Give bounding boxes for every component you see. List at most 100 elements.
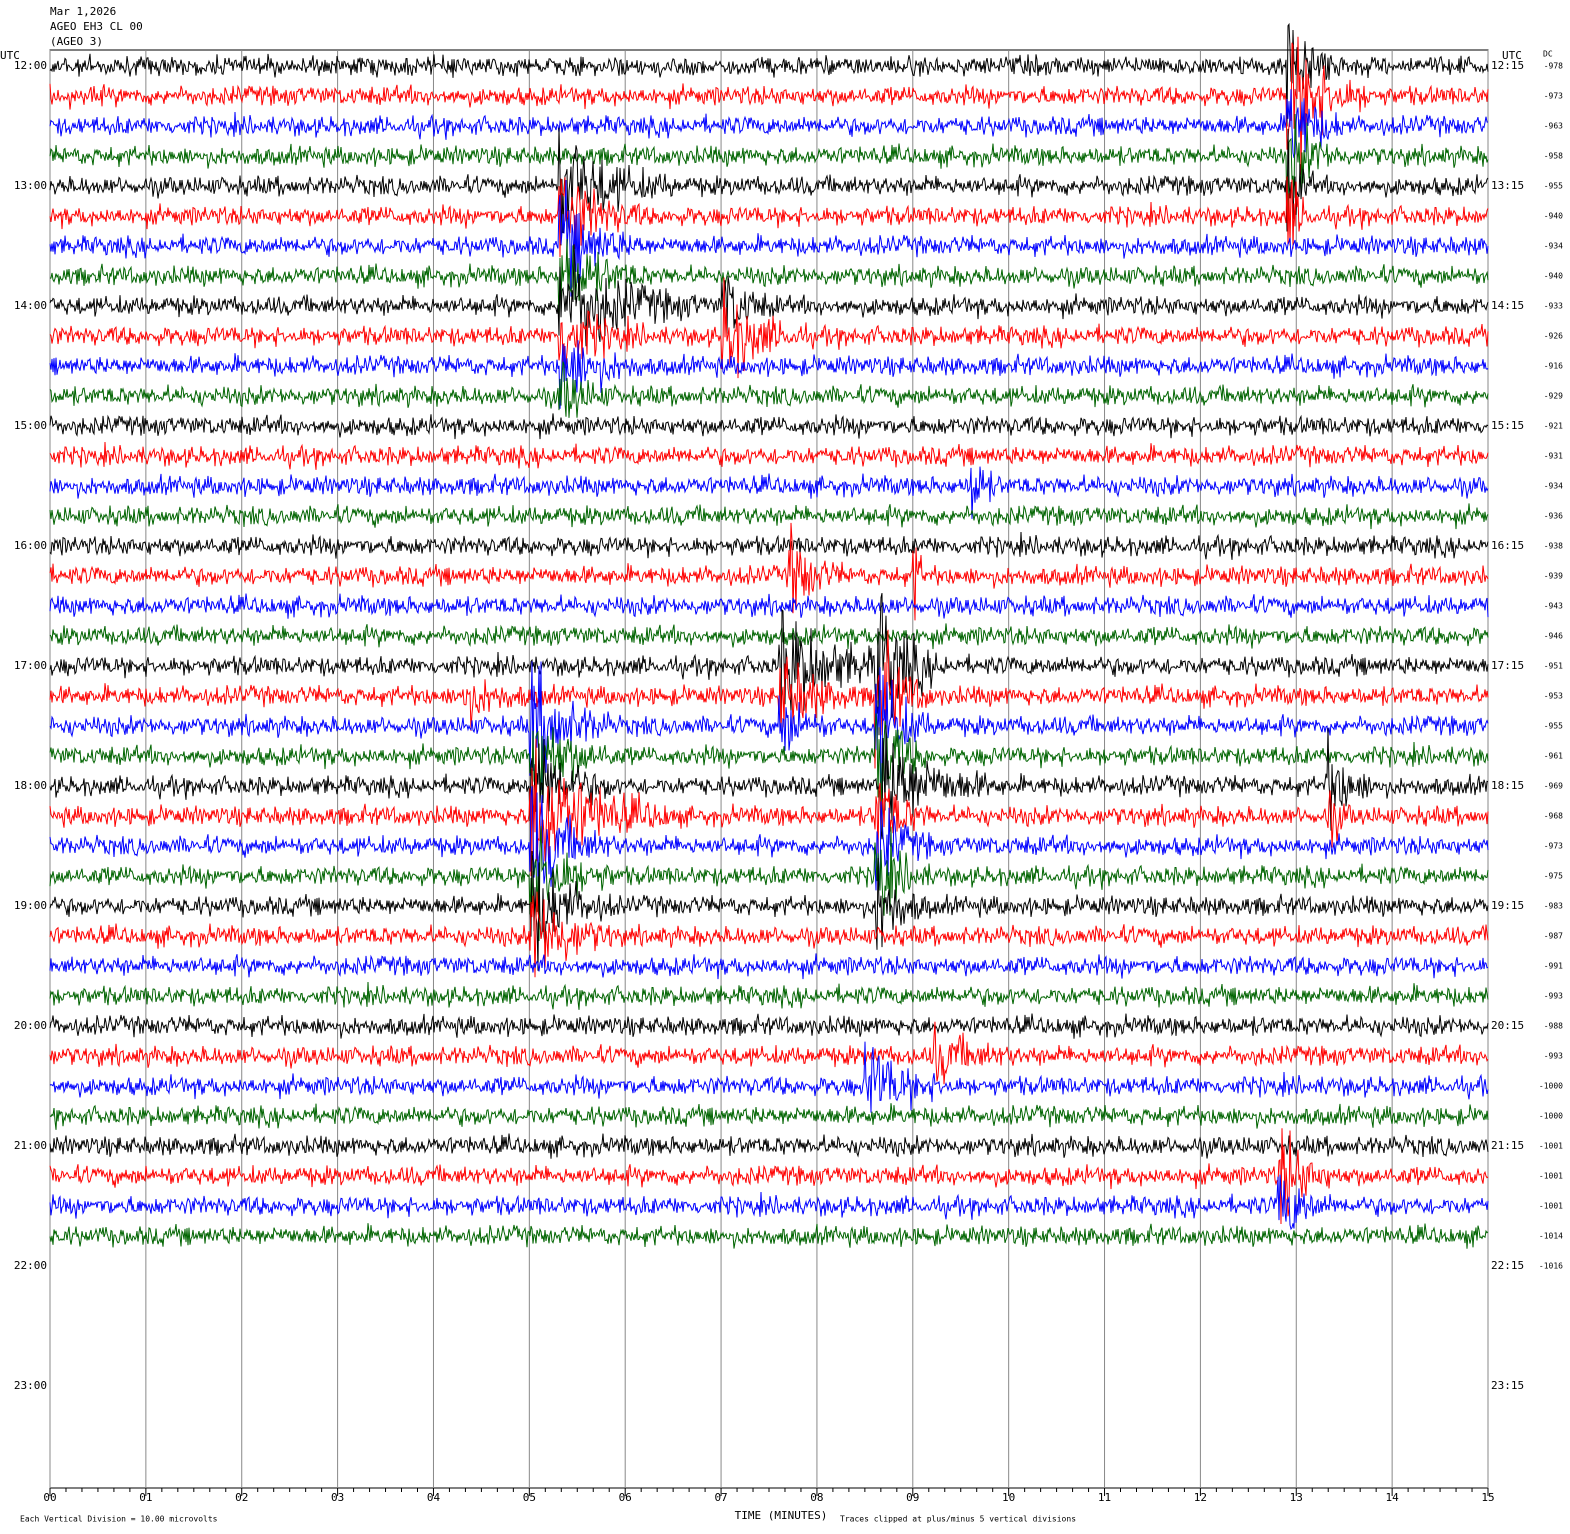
right-time-label: 18:15 [1491,779,1524,792]
dc-offset: -939 [1544,572,1563,581]
trace [49,629,1489,769]
left-time-label: 18:00 [14,779,47,792]
trace [49,786,1489,891]
trace [49,1013,1489,1039]
x-tick-label: 11 [1098,1491,1111,1504]
dc-offset: -983 [1544,902,1563,911]
trace [49,176,1489,258]
left-time-label: 23:00 [14,1379,47,1392]
left-time-label: 20:00 [14,1019,47,1032]
trace [49,179,1489,297]
dc-offset: -953 [1544,692,1563,701]
dc-offset: -969 [1544,782,1563,791]
trace [49,953,1489,980]
trace [49,1103,1489,1130]
dc-offset: -961 [1544,752,1563,761]
dc-offset: -955 [1544,182,1563,191]
left-time-label: 13:00 [14,179,47,192]
left-time-label: 15:00 [14,419,47,432]
x-tick-label: 07 [714,1491,727,1504]
plot-frame [49,49,1489,1489]
dc-offset: -963 [1544,122,1563,131]
right-axis-title: UTC [1502,49,1522,62]
trace [49,531,1489,560]
trace [49,1174,1489,1231]
trace [49,503,1489,530]
left-time-label: 14:00 [14,299,47,312]
trace [49,127,1489,246]
right-time-label: 17:15 [1491,659,1524,672]
dc-offset: -931 [1544,452,1563,461]
dc-offset: -973 [1544,842,1563,851]
trace [49,850,1489,971]
trace [49,623,1489,650]
left-time-label: 19:00 [14,899,47,912]
dc-offset: -940 [1544,272,1563,281]
dc-offset: -943 [1544,602,1563,611]
trace [49,738,1489,877]
left-time-label: 21:00 [14,1139,47,1152]
trace [49,36,1489,175]
dc-offset: -1001 [1539,1142,1563,1151]
dc-offset: -955 [1544,722,1563,731]
trace [49,593,1489,619]
x-tick-label: 09 [906,1491,919,1504]
dc-offset: -1001 [1539,1172,1563,1181]
dc-offset: -921 [1544,422,1563,431]
trace [49,981,1489,1010]
footer-left: Each Vertical Division = 10.00 microvolt… [20,1515,218,1524]
dc-offset: -926 [1544,332,1563,341]
left-axis-title: UTC [0,49,20,62]
dc-title: DC [1543,50,1553,59]
trace [49,725,1489,840]
title-line: AGEO EH3 CL 00 [50,20,143,33]
left-time-label: 22:00 [14,1259,47,1272]
dc-offset: -975 [1544,872,1563,881]
dc-offset: -988 [1544,1022,1563,1031]
traces [49,22,1489,1249]
dc-offset: -929 [1544,392,1563,401]
x-tick-label: 15 [1481,1491,1494,1504]
trace [49,361,1489,418]
x-tick-label: 04 [427,1491,441,1504]
right-time-label: 12:15 [1491,59,1524,72]
x-axis-title: TIME (MINUTES) [735,1509,828,1522]
trace [49,1133,1489,1159]
trace [49,22,1489,127]
trace [49,113,1489,226]
right-time-label: 13:15 [1491,179,1524,192]
trace [49,592,1489,736]
dc-offset: -1014 [1539,1232,1563,1241]
right-time-label: 19:15 [1491,899,1524,912]
trace [49,244,1489,347]
left-time-label: 17:00 [14,659,47,672]
dc-offset: -968 [1544,812,1563,821]
trace [49,441,1489,470]
dc-offset: -1001 [1539,1202,1563,1211]
x-tick-label: 10 [1002,1491,1015,1504]
x-tick-label: 00 [43,1491,56,1504]
right-time-label: 14:15 [1491,299,1524,312]
dc-offset: -991 [1544,962,1563,971]
right-time-label: 15:15 [1491,419,1524,432]
x-tick-label: 02 [235,1491,248,1504]
dc-offset: -1000 [1539,1082,1563,1091]
right-time-label: 16:15 [1491,539,1524,552]
x-tick-label: 14 [1386,1491,1400,1504]
dc-offset: -938 [1544,542,1563,551]
trace [49,238,1489,324]
dc-offset: -916 [1544,362,1563,371]
dc-offset: -934 [1544,482,1563,491]
dc-offset: -958 [1544,152,1563,161]
left-time-label: 16:00 [14,539,47,552]
dc-offset: -978 [1544,62,1563,71]
footer-right: Traces clipped at plus/minus 5 vertical … [840,1515,1076,1524]
dc-offset: -1000 [1539,1112,1563,1121]
dc-offset: -993 [1544,1052,1563,1061]
trace [49,466,1489,519]
dc-offset: -1016 [1539,1262,1563,1271]
trace [49,1128,1489,1225]
trace [49,1223,1489,1249]
x-tick-label: 13 [1290,1491,1303,1504]
